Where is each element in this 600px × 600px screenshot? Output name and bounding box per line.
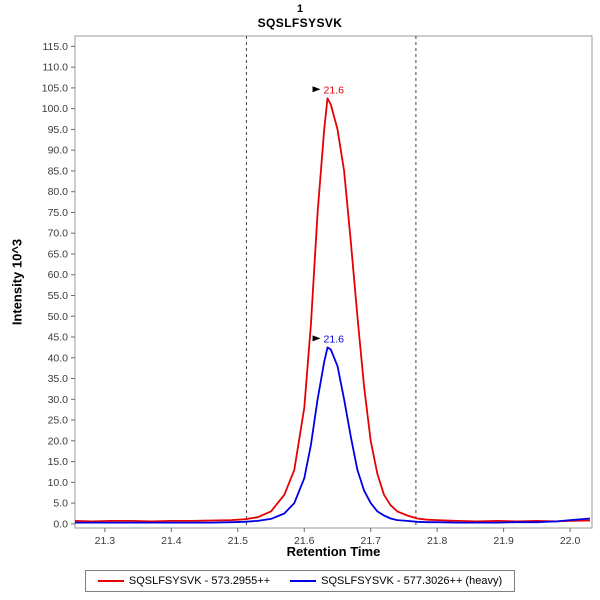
chart-title-replicate: 1	[296, 3, 304, 15]
svg-text:100.0: 100.0	[42, 103, 68, 115]
svg-text:21.3: 21.3	[95, 535, 116, 547]
svg-text:15.0: 15.0	[48, 456, 69, 468]
x-axis-ticks: 21.3 21.4 21.5 21.6 21.7 21.8 21.9 22.0	[95, 528, 581, 547]
svg-text:22.0: 22.0	[560, 535, 581, 547]
series-lines	[74, 97, 591, 524]
svg-text:35.0: 35.0	[48, 373, 69, 385]
legend-box: SQSLFSYSVK - 573.2955++ SQSLFSYSVK - 577…	[84, 570, 516, 592]
legend-label-light: SQSLFSYSVK - 573.2955++	[128, 575, 271, 587]
svg-text:40.0: 40.0	[48, 352, 69, 364]
svg-text:115.0: 115.0	[43, 41, 69, 53]
svg-text:25.0: 25.0	[48, 415, 69, 427]
svg-text:30.0: 30.0	[48, 394, 69, 406]
svg-text:21.5: 21.5	[228, 535, 249, 547]
legend-label-heavy: SQSLFSYSVK - 577.3026++ (heavy)	[321, 575, 503, 587]
svg-text:5.0: 5.0	[53, 498, 68, 510]
svg-text:0.0: 0.0	[53, 518, 68, 530]
legend: SQSLFSYSVK - 573.2955++ SQSLFSYSVK - 577…	[0, 570, 600, 592]
svg-text:85.0: 85.0	[48, 165, 69, 177]
x-axis-title: Retention Time	[286, 544, 381, 559]
svg-text:65.0: 65.0	[48, 248, 69, 260]
legend-swatch-light-line	[97, 580, 124, 582]
peak-boundary-lines[interactable]	[245, 36, 417, 528]
svg-text:21.6: 21.6	[294, 535, 315, 547]
svg-text:21.6: 21.6	[324, 333, 345, 345]
svg-text:95.0: 95.0	[48, 124, 69, 136]
plot-border	[74, 35, 593, 529]
svg-text:10.0: 10.0	[48, 477, 69, 489]
svg-text:21.8: 21.8	[427, 535, 448, 547]
legend-item-heavy: SQSLFSYSVK - 577.3026++ (heavy)	[290, 575, 502, 587]
chart-title-peptide: SQSLFSYSVK	[257, 16, 343, 30]
svg-text:55.0: 55.0	[48, 290, 69, 302]
svg-text:21.6: 21.6	[324, 84, 345, 96]
svg-text:45.0: 45.0	[48, 332, 69, 344]
svg-text:90.0: 90.0	[48, 145, 69, 157]
svg-text:50.0: 50.0	[48, 311, 69, 323]
svg-text:60.0: 60.0	[48, 269, 69, 281]
svg-text:80.0: 80.0	[48, 186, 69, 198]
svg-text:70.0: 70.0	[48, 228, 69, 240]
legend-item-light: SQSLFSYSVK - 573.2955++	[97, 575, 271, 587]
svg-text:21.4: 21.4	[161, 535, 182, 547]
svg-text:75.0: 75.0	[48, 207, 69, 219]
legend-swatch-heavy-line	[290, 580, 317, 582]
svg-text:105.0: 105.0	[42, 82, 68, 94]
chart-title: 1 SQSLFSYSVK	[0, 3, 600, 30]
svg-text:21.9: 21.9	[493, 535, 514, 547]
svg-text:110.0: 110.0	[43, 62, 69, 74]
y-axis-ticks: 0.0 5.0 10.0 15.0 20.0 25.0 30.0 35.0 40.0 45.0 50…	[42, 41, 75, 530]
peak-annotations: 21.6 21.6	[312, 84, 345, 345]
svg-text:20.0: 20.0	[48, 435, 69, 447]
svg-text:21.7: 21.7	[360, 535, 381, 547]
